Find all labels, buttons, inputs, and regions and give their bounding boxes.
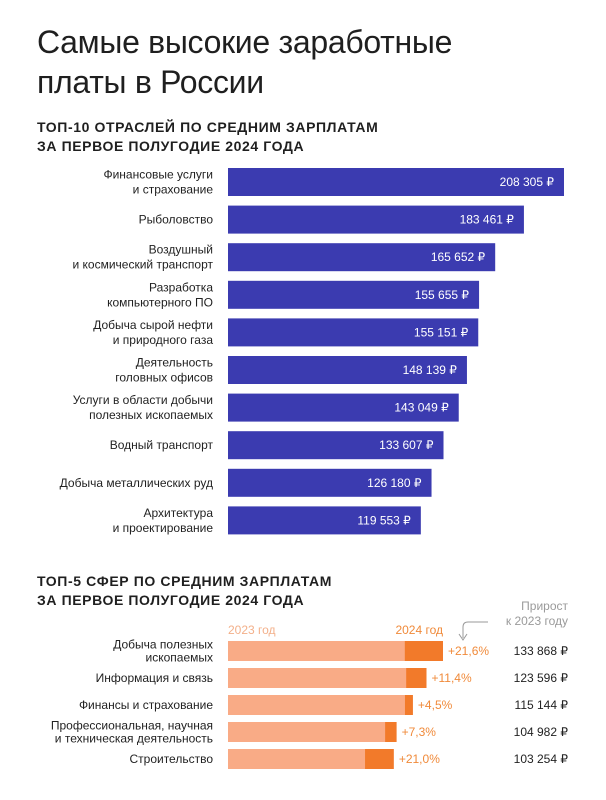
industry-value-label: 165 652 ₽ xyxy=(431,250,486,264)
series-label-2024: 2024 год xyxy=(395,623,443,637)
chart1-title-line-1: ТОП-10 ОТРАСЛЕЙ ПО СРЕДНИМ ЗАРПЛАТАМ xyxy=(37,119,379,135)
sector-value-label: 115 144 ₽ xyxy=(515,698,569,712)
chart1-title-line-2: ЗА ПЕРВОЕ ПОЛУГОДИЕ 2024 ГОДА xyxy=(37,138,305,154)
sector-bar-2023 xyxy=(228,695,405,715)
industry-value-label: 183 461 ₽ xyxy=(460,213,515,227)
sector-category-label: Добыча полезных xyxy=(113,638,213,652)
industry-value-label: 119 553 ₽ xyxy=(357,513,411,527)
sector-value-label: 133 868 ₽ xyxy=(514,644,569,658)
sector-growth-label: +7,3% xyxy=(402,725,437,739)
growth-header-line-2: к 2023 году xyxy=(506,614,568,628)
industry-bar xyxy=(228,168,564,196)
industry-category-label: и проектирование xyxy=(113,521,214,535)
industry-value-label: 155 151 ₽ xyxy=(414,325,469,339)
industry-bar xyxy=(228,318,479,347)
title-line-1: Самые высокие заработные xyxy=(37,24,453,60)
industry-bar xyxy=(228,280,480,309)
industry-bar xyxy=(228,243,496,272)
industry-category-label: и космический транспорт xyxy=(72,258,213,272)
sector-value-label: 123 596 ₽ xyxy=(514,671,569,685)
growth-header-line-1: Прирост xyxy=(521,599,568,613)
industry-category-label: Услуги в области добычи xyxy=(73,393,213,407)
industry-category-label: Рыболовство xyxy=(139,213,214,227)
industry-category-label: Деятельность xyxy=(136,356,213,370)
chart2-title-line-2: ЗА ПЕРВОЕ ПОЛУГОДИЕ 2024 ГОДА xyxy=(37,592,305,608)
title-line-2: платы в России xyxy=(37,64,264,100)
sector-bar-2023 xyxy=(228,668,407,688)
industry-category-label: и страхование xyxy=(133,183,214,197)
industry-category-label: Добыча сырой нефти xyxy=(93,318,213,332)
industry-category-label: Добыча металлических руд xyxy=(60,476,213,490)
sector-growth-label: +11,4% xyxy=(432,671,472,685)
industry-category-label: Архитектура xyxy=(143,506,213,520)
chart2-title: ТОП-5 СФЕР ПО СРЕДНИМ ЗАРПЛАТАМ ЗА ПЕРВО… xyxy=(37,572,332,610)
industry-value-label: 155 655 ₽ xyxy=(415,288,470,302)
industry-value-label: 126 180 ₽ xyxy=(367,476,422,490)
page-title: Самые высокие заработные платы в России xyxy=(37,22,452,102)
industry-value-label: 143 049 ₽ xyxy=(394,401,449,415)
sector-category-label: Информация и связь xyxy=(96,671,213,685)
industry-category-label: Разработка xyxy=(149,280,213,294)
sector-growth-label: +21,6% xyxy=(448,644,489,658)
sector-category-label: и техническая деятельность xyxy=(55,732,213,746)
industry-value-label: 148 139 ₽ xyxy=(403,363,458,377)
sector-value-label: 104 982 ₽ xyxy=(514,725,569,739)
sector-category-label: Строительство xyxy=(129,752,213,766)
chart1-title: ТОП-10 ОТРАСЛЕЙ ПО СРЕДНИМ ЗАРПЛАТАМ ЗА … xyxy=(37,118,378,156)
industry-bar xyxy=(228,431,444,460)
industry-bar xyxy=(228,506,421,535)
sector-category-label: Профессиональная, научная xyxy=(51,719,213,733)
industry-category-label: компьютерного ПО xyxy=(107,295,213,309)
chart2-title-line-1: ТОП-5 СФЕР ПО СРЕДНИМ ЗАРПЛАТАМ xyxy=(37,573,333,589)
industry-bar xyxy=(228,393,459,422)
sector-growth-label: +4,5% xyxy=(418,698,453,712)
industry-value-label: 208 305 ₽ xyxy=(500,175,555,189)
industry-category-label: Финансовые услуги xyxy=(103,168,213,182)
growth-header-arrow xyxy=(462,621,488,638)
industry-category-label: Воздушный xyxy=(149,243,213,257)
industry-bar xyxy=(228,205,524,234)
sector-bar-2023 xyxy=(228,641,405,661)
industry-category-label: головных офисов xyxy=(115,371,213,385)
industry-category-label: и природного газа xyxy=(113,333,214,347)
industry-bar xyxy=(228,356,467,384)
industry-category-label: полезных ископаемых xyxy=(89,408,213,422)
sector-growth-label: +21,0% xyxy=(399,752,440,766)
industry-value-label: 133 607 ₽ xyxy=(379,438,434,452)
series-label-2023: 2023 год xyxy=(228,623,276,637)
sector-value-label: 103 254 ₽ xyxy=(514,752,569,766)
sector-category-label: Финансы и страхование xyxy=(79,698,213,712)
growth-header-arrowhead xyxy=(458,633,468,641)
sector-bar-2023 xyxy=(228,722,386,742)
sector-bar-2023 xyxy=(228,749,366,769)
sector-category-label: ископаемых xyxy=(146,651,213,665)
industry-category-label: Водный транспорт xyxy=(110,438,214,452)
industry-bar xyxy=(228,468,432,497)
